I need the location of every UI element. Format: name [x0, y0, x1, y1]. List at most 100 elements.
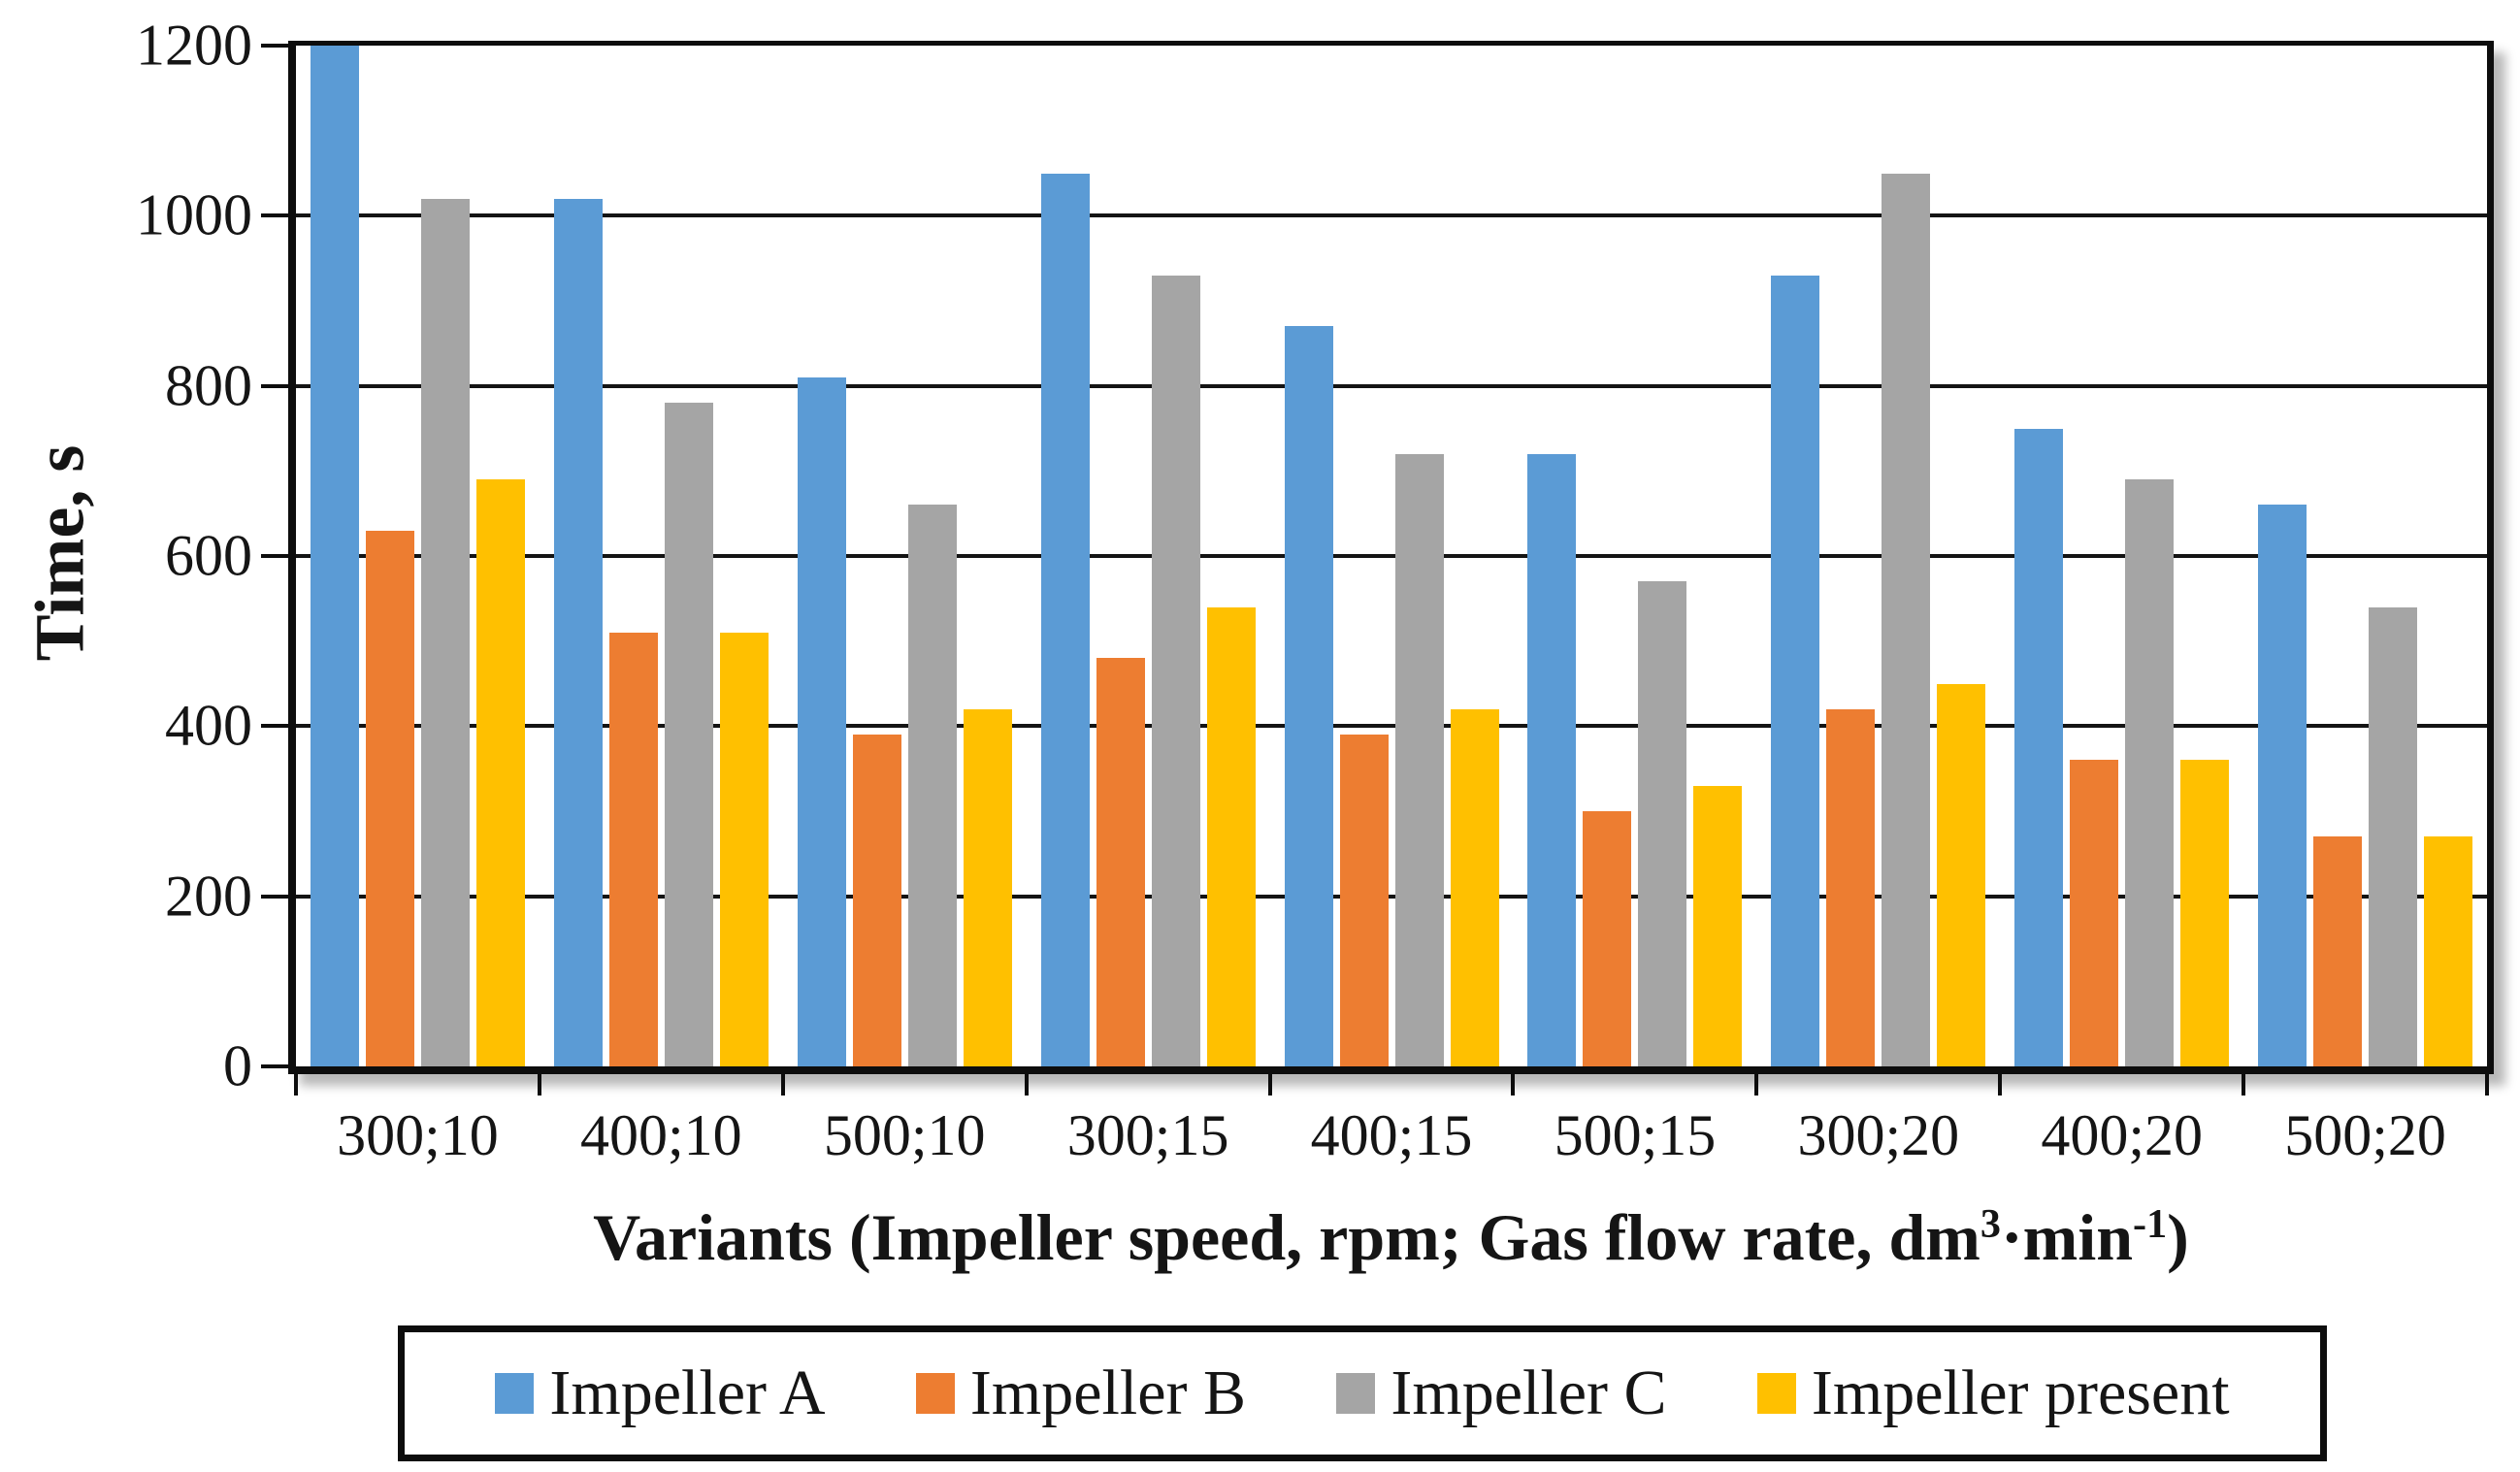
- bar-impeller-a-500-15: [1527, 453, 1577, 1066]
- x-title-text-end: ): [2167, 1200, 2189, 1274]
- x-title-superscript-minus-1: -1: [2133, 1200, 2168, 1247]
- bar-impeller-present-400-20: [2180, 760, 2230, 1066]
- bar-impeller-a-400-10: [553, 198, 603, 1066]
- bar-group-500-10: [783, 46, 1027, 1066]
- x-tick-mark-1: [537, 1074, 541, 1096]
- legend-label-impeller-c: Impeller C: [1391, 1358, 1667, 1428]
- y-tick-label-600: 600: [165, 523, 252, 588]
- bar-impeller-b-500-20: [2313, 836, 2363, 1066]
- gridline-200: [296, 894, 2487, 899]
- legend-swatch-impeller-b: [915, 1373, 955, 1414]
- y-tick-mark-600: [261, 554, 288, 558]
- bar-impeller-b-300-10: [365, 530, 414, 1066]
- y-tick-label-1200: 1200: [136, 13, 252, 78]
- bar-impeller-b-300-20: [1826, 708, 1876, 1066]
- bar-impeller-present-300-10: [475, 479, 525, 1066]
- bar-impeller-c-500-15: [1638, 581, 1687, 1066]
- bar-group-500-20: [2243, 46, 2487, 1066]
- legend-label-impeller-a: Impeller A: [549, 1358, 826, 1428]
- legend-swatch-impeller-c: [1336, 1373, 1376, 1414]
- bar-impeller-c-400-20: [2125, 479, 2175, 1066]
- y-tick-mark-1000: [261, 213, 288, 218]
- bar-impeller-c-400-10: [664, 403, 713, 1066]
- x-tick-mark-8: [2242, 1074, 2246, 1096]
- gridline-600: [296, 554, 2487, 558]
- bar-impeller-c-300-20: [1882, 173, 1931, 1066]
- bar-impeller-b-500-15: [1583, 811, 1632, 1066]
- bar-impeller-present-400-10: [719, 632, 769, 1066]
- legend-label-impeller-b: Impeller B: [969, 1358, 1246, 1428]
- bar-impeller-present-500-10: [963, 708, 1012, 1066]
- legend-item-impeller-present: Impeller present: [1756, 1357, 2230, 1430]
- y-tick-mark-800: [261, 383, 288, 388]
- bar-impeller-present-300-20: [1937, 683, 1986, 1066]
- y-tick-label-400: 400: [165, 693, 252, 758]
- y-tick-mark-0: [261, 1064, 288, 1068]
- y-tick-mark-200: [261, 894, 288, 899]
- bar-impeller-a-300-15: [1040, 173, 1090, 1066]
- legend-swatch-impeller-present: [1756, 1373, 1796, 1414]
- x-tick-mark-2: [780, 1074, 785, 1096]
- bar-group-300-15: [1027, 46, 1270, 1066]
- bar-impeller-b-400-15: [1339, 735, 1389, 1066]
- x-tick-mark-6: [1754, 1074, 1759, 1096]
- bar-impeller-a-300-10: [310, 46, 359, 1066]
- legend-box: Impeller A Impeller B Impeller C Impeller p…: [398, 1325, 2327, 1461]
- y-tick-mark-1200: [261, 44, 288, 48]
- gridline-1000: [296, 213, 2487, 218]
- x-title-text: Variants (Impeller speed, rpm; Gas flow …: [593, 1200, 1980, 1274]
- bar-impeller-b-400-10: [608, 632, 658, 1066]
- x-tick-mark-5: [1511, 1074, 1516, 1096]
- bar-impeller-c-500-20: [2369, 606, 2418, 1066]
- bar-impeller-a-500-10: [797, 376, 846, 1066]
- bar-impeller-c-500-10: [907, 505, 957, 1066]
- legend-item-impeller-a: Impeller A: [495, 1357, 826, 1430]
- x-tick-label-500-15: 500;15: [1554, 1103, 1717, 1167]
- x-tick-label-300-20: 300;20: [1797, 1103, 1960, 1167]
- x-title-superscript-3: 3: [1980, 1200, 2001, 1247]
- bar-group-300-20: [1756, 46, 2000, 1066]
- x-tick-label-400-10: 400;10: [580, 1103, 742, 1167]
- y-tick-label-1000: 1000: [136, 182, 252, 247]
- bar-group-300-10: [296, 46, 540, 1066]
- bar-group-500-15: [1513, 46, 1756, 1066]
- bar-impeller-c-400-15: [1394, 453, 1444, 1066]
- x-axis-tick-marks: [294, 1074, 2489, 1097]
- bar-impeller-b-400-20: [2070, 760, 2119, 1066]
- plot-area: [288, 41, 2494, 1074]
- y-tick-label-0: 0: [223, 1033, 252, 1098]
- bar-impeller-present-500-20: [2424, 836, 2473, 1066]
- x-tick-mark-9: [2485, 1074, 2489, 1096]
- bar-impeller-present-300-15: [1206, 606, 1256, 1066]
- gridline-800: [296, 383, 2487, 388]
- bar-group-400-15: [1270, 46, 1514, 1066]
- bar-groups: [296, 46, 2487, 1066]
- bar-impeller-b-300-15: [1096, 658, 1145, 1066]
- bar-group-400-10: [540, 46, 783, 1066]
- x-axis-tick-labels: 300;10 400;10 500;10 300;15 400;15 500;15 300;…: [296, 1102, 2487, 1169]
- bar-impeller-present-500-15: [1693, 785, 1743, 1066]
- x-tick-label-400-15: 400;15: [1310, 1103, 1473, 1167]
- gridline-400: [296, 724, 2487, 729]
- x-tick-label-300-10: 300;10: [337, 1103, 499, 1167]
- y-tick-label-200: 200: [165, 864, 252, 929]
- x-tick-mark-7: [1998, 1074, 2003, 1096]
- x-tick-mark-3: [1024, 1074, 1029, 1096]
- x-tick-label-500-10: 500;10: [823, 1103, 986, 1167]
- y-tick-label-800: 800: [165, 353, 252, 418]
- x-tick-mark-0: [294, 1074, 298, 1096]
- x-tick-label-500-20: 500;20: [2284, 1103, 2446, 1167]
- y-tick-mark-400: [261, 724, 288, 729]
- legend-item-impeller-c: Impeller C: [1336, 1357, 1667, 1430]
- bar-impeller-a-500-20: [2258, 505, 2307, 1066]
- bar-impeller-present-400-15: [1450, 708, 1499, 1066]
- bar-impeller-a-400-15: [1284, 326, 1333, 1066]
- bar-impeller-b-500-10: [852, 735, 901, 1066]
- bar-impeller-a-300-20: [1771, 275, 1820, 1066]
- x-axis-title: Variants (Impeller speed, rpm; Gas flow …: [288, 1199, 2494, 1276]
- x-title-text-mid: ·min: [2001, 1200, 2134, 1274]
- bar-impeller-a-400-20: [2014, 428, 2064, 1066]
- x-tick-label-300-15: 300;15: [1066, 1103, 1229, 1167]
- x-tick-label-400-20: 400;20: [2041, 1103, 2204, 1167]
